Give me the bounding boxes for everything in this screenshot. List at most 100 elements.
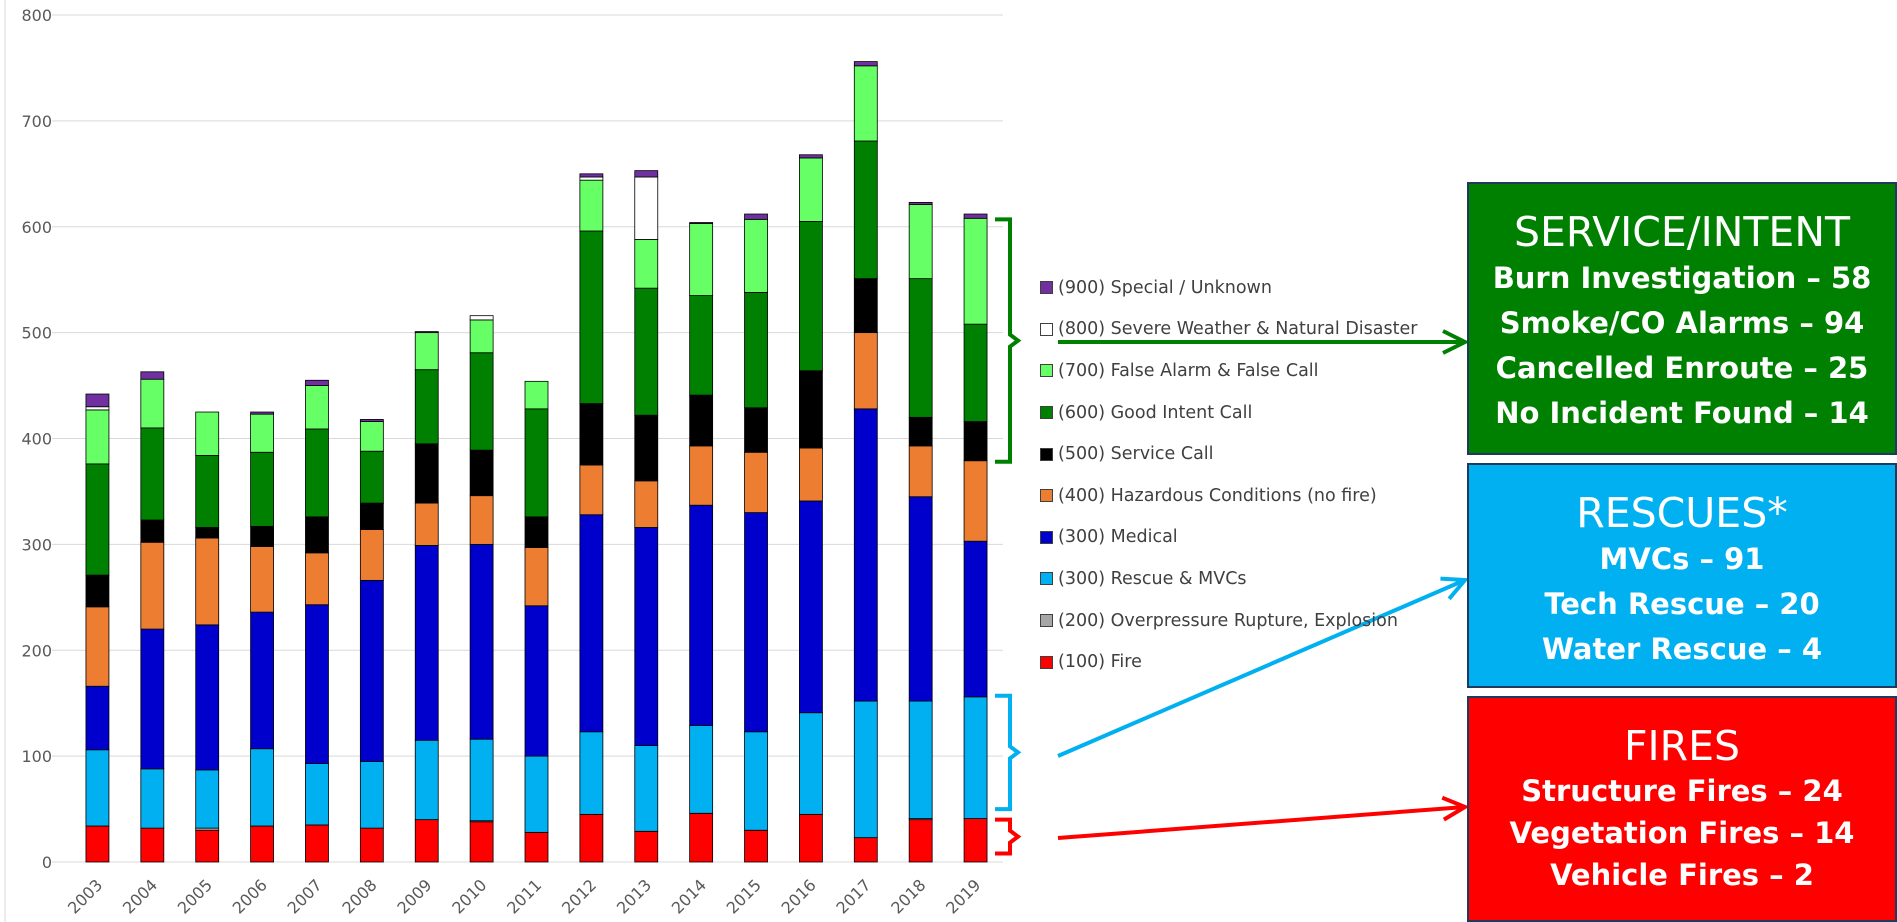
- bar-segment: [305, 763, 329, 826]
- bar-segment: [634, 830, 659, 863]
- bar-segment: [744, 731, 768, 831]
- legend-label: (100) Fire: [1058, 652, 1142, 673]
- legend-label: (300) Medical: [1058, 527, 1178, 548]
- bar-segment: [963, 323, 988, 422]
- bar-segment: [963, 696, 988, 819]
- y-tick-label: 600: [21, 218, 52, 237]
- bar-segment: [634, 287, 659, 416]
- fires-callout: FIRES Structure Fires – 24 Vegetation Fi…: [1467, 696, 1897, 922]
- bar-segment: [250, 413, 274, 453]
- bar-segment: [963, 213, 988, 219]
- bar-segment: [140, 541, 165, 630]
- bar-segment: [524, 547, 549, 607]
- rescues-bracket: [995, 693, 1022, 812]
- bar-segment: [140, 519, 165, 543]
- bar-segment: [85, 409, 110, 465]
- bar-segment: [414, 739, 439, 821]
- bar-segment: [85, 825, 110, 863]
- legend-item: (100) Fire: [1040, 641, 1417, 683]
- x-tick-label: 2018: [887, 875, 929, 917]
- bar-segment: [579, 403, 604, 466]
- bar-segment: [579, 731, 604, 815]
- bar-segment: [908, 445, 933, 498]
- bar-segment: [305, 516, 329, 554]
- legend-label: (300) Rescue & MVCs: [1058, 568, 1247, 589]
- rescues-arrow: [1057, 576, 1470, 758]
- bar-segment: [744, 829, 768, 863]
- bar-segment: [195, 829, 220, 863]
- x-tick-label: 2005: [174, 875, 216, 917]
- fires-line: Vegetation Fires – 14: [1509, 816, 1855, 850]
- rescues-title: RESCUES*: [1576, 489, 1788, 537]
- bar-segment: [195, 769, 220, 829]
- y-tick-label: 300: [21, 535, 52, 554]
- y-tick-label: 800: [21, 6, 52, 25]
- legend-label: (800) Severe Weather & Natural Disaster: [1058, 319, 1418, 340]
- legend-swatch: [1040, 406, 1053, 420]
- bar-segment: [963, 217, 988, 325]
- bar-segment: [689, 394, 714, 447]
- bar-segment: [853, 837, 878, 863]
- x-tick-labels: 2003 2004 2005 2006 2007 2008 2009 2010 2011 2012…: [64, 875, 984, 917]
- bar-segment: [359, 502, 384, 530]
- legend-swatch: [1040, 447, 1053, 461]
- bar-segment: [853, 65, 878, 142]
- rescues-arrow-shaft: [1057, 578, 1466, 758]
- fires-arrow-shaft: [1057, 805, 1466, 840]
- bar-segment: [579, 813, 604, 863]
- bar-segment: [963, 818, 988, 863]
- bar-segment: [634, 745, 659, 832]
- bar-segment: [634, 527, 659, 746]
- rescues-line: MVCs – 91: [1599, 542, 1765, 576]
- bar-segment: [140, 768, 165, 829]
- legend-swatch: [1040, 572, 1053, 586]
- y-tick-label: 700: [21, 112, 52, 131]
- bar-segment: [579, 230, 604, 404]
- bar-segment: [634, 414, 659, 482]
- bar-segment: [359, 421, 384, 452]
- fires-arrow-head: [1441, 795, 1470, 822]
- y-tick-label: 0: [42, 853, 52, 872]
- bar-segment: [305, 824, 329, 863]
- bar-segment: [524, 755, 549, 833]
- bar-segment: [689, 295, 714, 396]
- service-intent-line: No Incident Found – 14: [1495, 396, 1869, 430]
- bar-segment: [744, 291, 768, 409]
- x-tick-label: 2006: [229, 875, 271, 917]
- bar-segment: [524, 831, 549, 863]
- chart-legend: (900) Special / Unknown (800) Severe Weat…: [1040, 267, 1417, 683]
- legend-item: (400) Hazardous Conditions (no fire): [1040, 475, 1417, 517]
- service-intent-line: Smoke/CO Alarms – 94: [1499, 306, 1865, 340]
- bar-segment: [250, 525, 274, 547]
- bar-segment: [250, 546, 274, 613]
- x-tick-label: 2015: [723, 875, 765, 917]
- bar-segment: [799, 221, 823, 372]
- bar-segment: [85, 749, 110, 827]
- y-tick-label: 400: [21, 430, 52, 449]
- legend-swatch: [1040, 489, 1053, 503]
- bar-segment: [195, 624, 220, 771]
- x-tick-label: 2013: [613, 875, 655, 917]
- bar-segment: [85, 685, 110, 751]
- legend-item: (700) False Alarm & False Call: [1040, 350, 1417, 392]
- bar-segment: [799, 712, 823, 815]
- service-intent-arrow: [1058, 329, 1470, 355]
- bar-segment: [524, 605, 549, 757]
- bar-segment: [744, 218, 768, 293]
- rescues-callout: RESCUES* MVCs – 91 Tech Rescue – 20 Wate…: [1467, 463, 1897, 688]
- bar-segment: [579, 176, 604, 181]
- bar-segment: [305, 428, 329, 518]
- fires-arrow: [1057, 795, 1470, 840]
- bar-segment: [414, 331, 439, 334]
- bar-segment: [524, 516, 549, 548]
- bar-segment: [414, 545, 439, 741]
- bar-segment: [853, 408, 878, 702]
- bar-segment: [524, 380, 549, 410]
- bar-segment: [305, 379, 329, 386]
- bar-segment: [359, 579, 384, 762]
- bar-segment: [140, 628, 165, 770]
- bar-segment: [195, 455, 220, 528]
- annotations: [995, 217, 1470, 856]
- bar-segment: [359, 529, 384, 581]
- legend-label: (200) Overpressure Rupture, Explosion: [1058, 610, 1398, 631]
